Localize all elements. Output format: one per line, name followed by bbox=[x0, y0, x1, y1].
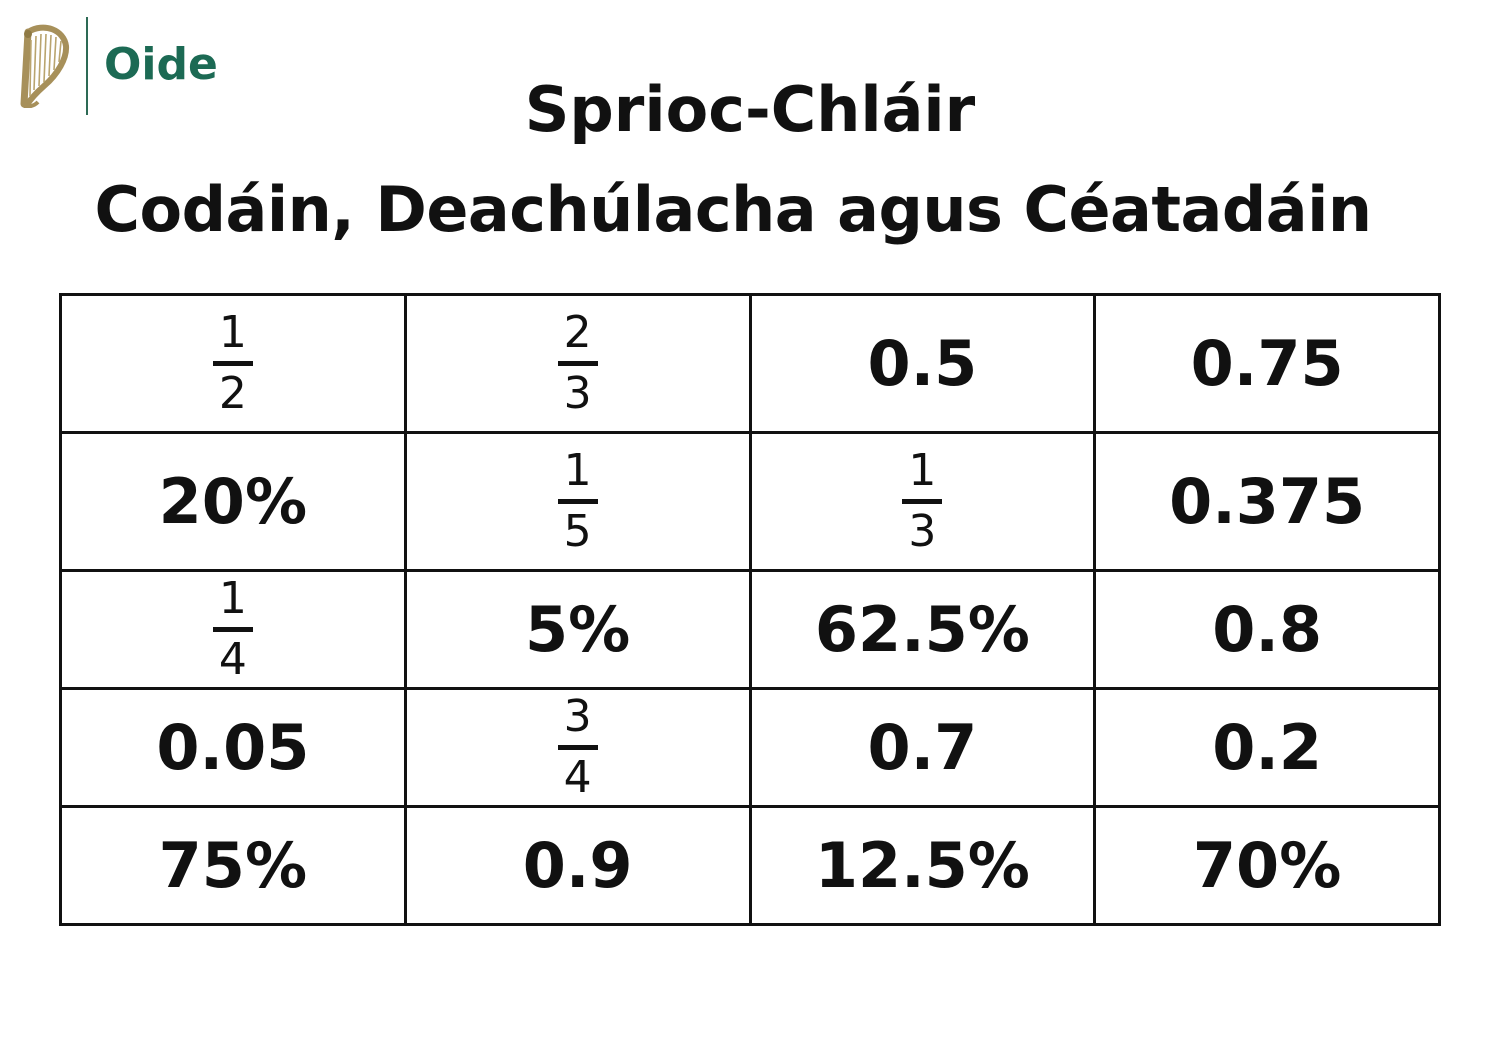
fraction-denominator: 2 bbox=[218, 368, 247, 419]
logo-divider bbox=[86, 17, 88, 115]
table-cell: 0.5 bbox=[748, 293, 1097, 434]
target-board-table: 1 2 2 3 0.5 0.75 20% 1 5 1 3 0.375 1 4 5% 62.5% 0.8 0.05 3… bbox=[59, 293, 1441, 926]
cell-value: 0.8 bbox=[1212, 593, 1323, 666]
fraction-denominator: 3 bbox=[563, 368, 592, 419]
fraction-numerator: 1 bbox=[218, 573, 247, 624]
table-row: 1 2 2 3 0.5 0.75 bbox=[59, 293, 1441, 434]
table-cell: 5% bbox=[403, 569, 752, 690]
fraction-denominator: 3 bbox=[908, 506, 937, 557]
cell-value: 5% bbox=[524, 593, 631, 666]
fraction-bar bbox=[902, 499, 943, 504]
fraction-numerator: 2 bbox=[563, 307, 592, 358]
table-cell: 75% bbox=[59, 805, 407, 926]
table-cell: 0.2 bbox=[1093, 687, 1441, 808]
table-row: 75% 0.9 12.5% 70% bbox=[59, 805, 1441, 926]
fraction-denominator: 4 bbox=[563, 752, 592, 803]
table-row: 0.05 3 4 0.7 0.2 bbox=[59, 687, 1441, 808]
table-cell: 12.5% bbox=[748, 805, 1097, 926]
table-cell: 70% bbox=[1093, 805, 1441, 926]
cell-value: 0.2 bbox=[1212, 711, 1323, 784]
page-subtitle: Codáin, Deachúlacha agus Céatadáin bbox=[94, 173, 1372, 246]
table-cell: 0.9 bbox=[403, 805, 752, 926]
table-row: 1 4 5% 62.5% 0.8 bbox=[59, 569, 1441, 690]
cell-value: 20% bbox=[158, 465, 308, 538]
fraction-denominator: 5 bbox=[563, 506, 592, 557]
cell-value: 75% bbox=[158, 829, 308, 902]
cell-value: 0.375 bbox=[1169, 465, 1366, 538]
table-cell: 20% bbox=[59, 431, 407, 572]
page-title: Sprioc-Chláir bbox=[524, 73, 976, 146]
table-cell: 0.375 bbox=[1093, 431, 1441, 572]
fraction-bar bbox=[212, 361, 253, 366]
cell-value: 0.05 bbox=[156, 711, 310, 784]
fraction-bar bbox=[557, 499, 598, 504]
cell-value: 12.5% bbox=[814, 829, 1030, 902]
table-cell: 0.7 bbox=[748, 687, 1097, 808]
fraction-numerator: 3 bbox=[563, 691, 592, 742]
cell-value: 0.9 bbox=[522, 829, 633, 902]
fraction-numerator: 1 bbox=[908, 445, 937, 496]
fraction-denominator: 4 bbox=[218, 634, 247, 685]
fraction-bar bbox=[557, 745, 598, 750]
brand-name: Oide bbox=[104, 38, 218, 90]
table-cell: 0.05 bbox=[59, 687, 407, 808]
oide-logo: Oide bbox=[14, 16, 218, 116]
table-cell: 0.8 bbox=[1093, 569, 1441, 690]
fraction-numerator: 1 bbox=[563, 445, 592, 496]
cell-value: 0.75 bbox=[1190, 327, 1344, 400]
table-row: 20% 1 5 1 3 0.375 bbox=[59, 431, 1441, 572]
fraction-numerator: 1 bbox=[218, 307, 247, 358]
table-cell: 62.5% bbox=[748, 569, 1097, 690]
fraction-bar bbox=[212, 627, 253, 632]
cell-value: 70% bbox=[1192, 829, 1342, 902]
cell-value: 0.7 bbox=[867, 711, 978, 784]
table-cell: 0.75 bbox=[1093, 293, 1441, 434]
fraction-bar bbox=[557, 361, 598, 366]
harp-icon bbox=[20, 24, 70, 108]
cell-value: 62.5% bbox=[814, 593, 1030, 666]
cell-value: 0.5 bbox=[867, 327, 978, 400]
